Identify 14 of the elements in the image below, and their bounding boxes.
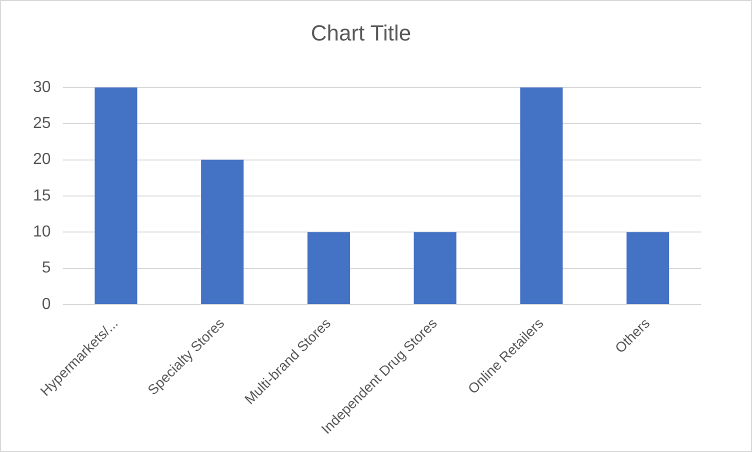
y-tick-label: 0 — [42, 296, 51, 313]
chart-title: Chart Title — [310, 20, 412, 46]
bar — [414, 232, 456, 304]
y-tick-label: 10 — [33, 224, 51, 241]
y-tick-label: 30 — [33, 78, 51, 96]
y-tick-label: 15 — [33, 187, 51, 204]
bar — [201, 160, 244, 304]
y-tick-label: 5 — [42, 260, 51, 277]
bar — [626, 232, 670, 304]
bar — [94, 87, 138, 304]
y-tick-label: 25 — [33, 114, 51, 132]
bar — [520, 87, 563, 304]
y-tick-label: 20 — [33, 151, 51, 168]
bar — [307, 232, 350, 304]
